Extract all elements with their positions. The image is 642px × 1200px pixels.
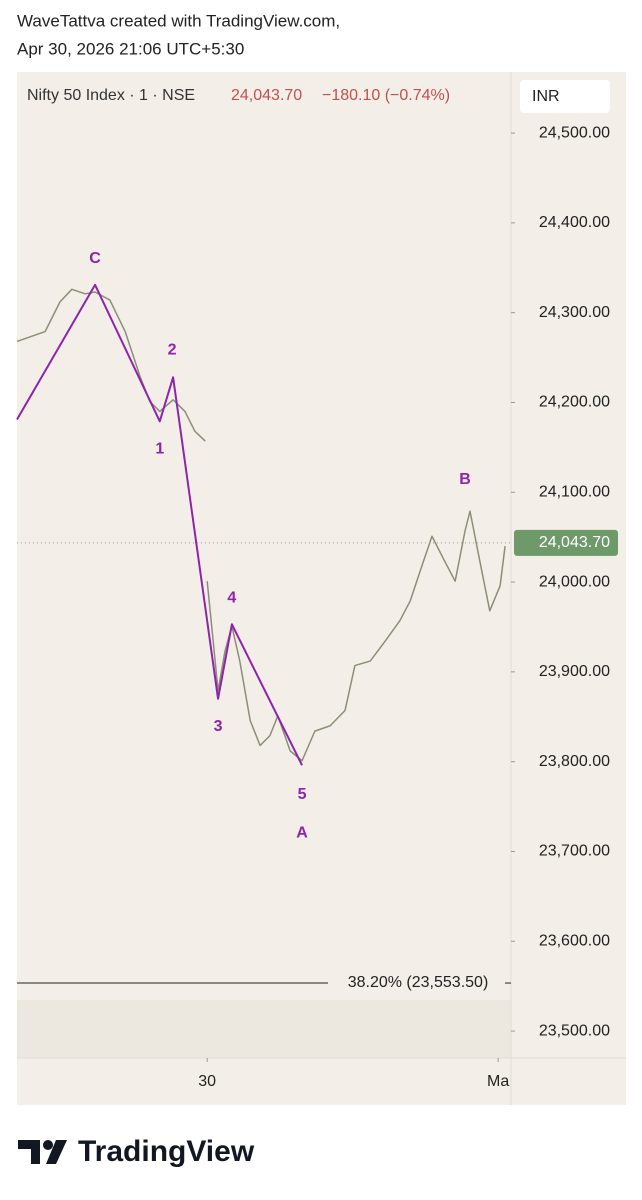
fib-zone bbox=[17, 1000, 511, 1058]
currency-button[interactable] bbox=[520, 80, 610, 113]
wave-line bbox=[16, 283, 303, 766]
x-tick-label: 30 bbox=[198, 1073, 216, 1090]
wave-label: A bbox=[296, 825, 308, 842]
wave-label: 3 bbox=[214, 718, 223, 735]
wave-label: 1 bbox=[155, 440, 164, 457]
y-tick-label: 23,500.00 bbox=[539, 1022, 610, 1039]
logo-text: TradingView bbox=[78, 1135, 255, 1168]
y-tick-label: 23,700.00 bbox=[539, 843, 610, 860]
last-price-label: 24,043.70 bbox=[539, 534, 610, 551]
logo-icon bbox=[18, 1140, 67, 1164]
last-price-box bbox=[514, 529, 618, 556]
y-tick-label: 24,500.00 bbox=[539, 124, 610, 141]
wave-label: 5 bbox=[298, 786, 307, 803]
wave-label: C bbox=[89, 250, 101, 267]
y-tick-label: 24,000.00 bbox=[539, 573, 610, 590]
wave-label: B bbox=[459, 471, 471, 488]
timestamp: Apr 30, 2026 21:06 UTC+5:30 bbox=[17, 39, 244, 58]
price-line bbox=[16, 288, 206, 442]
last-price: 24,043.70 bbox=[231, 87, 302, 104]
y-tick-label: 23,900.00 bbox=[539, 663, 610, 680]
y-tick-label: 24,300.00 bbox=[539, 304, 610, 321]
x-tick-label: Ma bbox=[487, 1073, 509, 1090]
change: −180.10 (−0.74%) bbox=[322, 87, 450, 104]
y-tick-label: 23,800.00 bbox=[539, 753, 610, 770]
y-tick-label: 24,400.00 bbox=[539, 214, 610, 231]
y-tick-label: 24,200.00 bbox=[539, 394, 610, 411]
credit: WaveTattva created with TradingView.com, bbox=[17, 11, 340, 30]
y-tick-label: 23,600.00 bbox=[539, 932, 610, 949]
y-tick-label: 24,100.00 bbox=[539, 483, 610, 500]
wave-label: 4 bbox=[227, 589, 236, 606]
chart-panel bbox=[17, 72, 626, 1105]
wave-label: 2 bbox=[168, 342, 177, 359]
fib-label: 38.20% (23,553.50) bbox=[348, 974, 489, 991]
price-line bbox=[206, 510, 506, 762]
symbol: Nifty 50 Index · 1 · NSE bbox=[27, 87, 195, 104]
currency[interactable]: INR bbox=[532, 88, 560, 105]
